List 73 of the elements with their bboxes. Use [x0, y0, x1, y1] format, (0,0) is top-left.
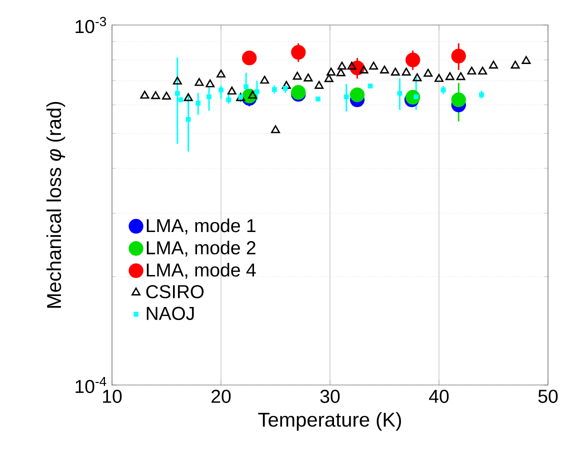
point: [254, 89, 260, 94]
point: [282, 86, 288, 91]
point: [324, 74, 334, 82]
point: [489, 60, 498, 69]
point: [451, 48, 466, 64]
point: [326, 68, 336, 76]
x-tick-label: 30: [320, 390, 340, 403]
point: [272, 87, 277, 92]
point: [140, 90, 150, 99]
point: [242, 50, 257, 66]
point: [397, 90, 402, 96]
x-axis-title: Temperature (K): [258, 412, 401, 431]
point: [414, 94, 419, 100]
point: [467, 66, 476, 75]
point: [369, 62, 378, 70]
point: [292, 72, 302, 80]
legend-label: CSIRO: [146, 285, 204, 298]
point: [218, 88, 224, 92]
point: [238, 94, 244, 100]
point: [304, 74, 313, 82]
x-tick-label: 40: [429, 390, 449, 403]
point: [380, 66, 389, 74]
point: [479, 92, 484, 98]
legend-label: LMA, mode 4: [146, 262, 256, 279]
point: [244, 84, 248, 90]
point: [196, 100, 201, 106]
point: [522, 56, 531, 64]
point: [227, 86, 236, 95]
point: [336, 68, 346, 76]
point: [478, 66, 488, 75]
point: [440, 88, 446, 92]
point: [172, 76, 182, 85]
point: [402, 68, 411, 76]
point: [434, 74, 444, 82]
point: [216, 70, 226, 78]
x-tick-label: 50: [538, 390, 558, 403]
point: [510, 60, 520, 69]
point: [178, 97, 184, 102]
point: [151, 91, 160, 100]
point: [347, 62, 356, 70]
y-axis-title: Mechanical loss φ (rad): [46, 102, 66, 308]
point: [350, 87, 365, 102]
x-tick-label: 10: [103, 390, 122, 403]
y-tick-label: 10$^{-3}$: [76, 16, 106, 34]
point: [206, 79, 215, 88]
point: [175, 90, 180, 96]
point: [445, 72, 454, 80]
x-tick-label: 20: [212, 390, 231, 403]
point: [314, 80, 324, 89]
legend-label: LMA, mode 1: [146, 218, 256, 234]
point: [451, 92, 466, 108]
point: [412, 73, 422, 82]
legend-label: NAOJ: [146, 306, 194, 320]
point: [226, 97, 232, 102]
point: [359, 66, 368, 74]
point: [291, 44, 306, 60]
point: [206, 94, 212, 100]
point: [184, 93, 193, 102]
point: [282, 80, 291, 89]
point: [260, 76, 270, 84]
legend-label: LMA, mode 2: [146, 240, 256, 257]
point: [368, 84, 373, 88]
point: [186, 116, 191, 122]
point: [338, 62, 346, 70]
point: [456, 72, 466, 80]
point: [162, 92, 171, 100]
point: [344, 94, 349, 100]
point: [406, 52, 420, 68]
point: [424, 68, 433, 77]
point: [390, 68, 400, 76]
point: [271, 125, 280, 134]
point: [194, 78, 204, 86]
point: [316, 96, 320, 102]
